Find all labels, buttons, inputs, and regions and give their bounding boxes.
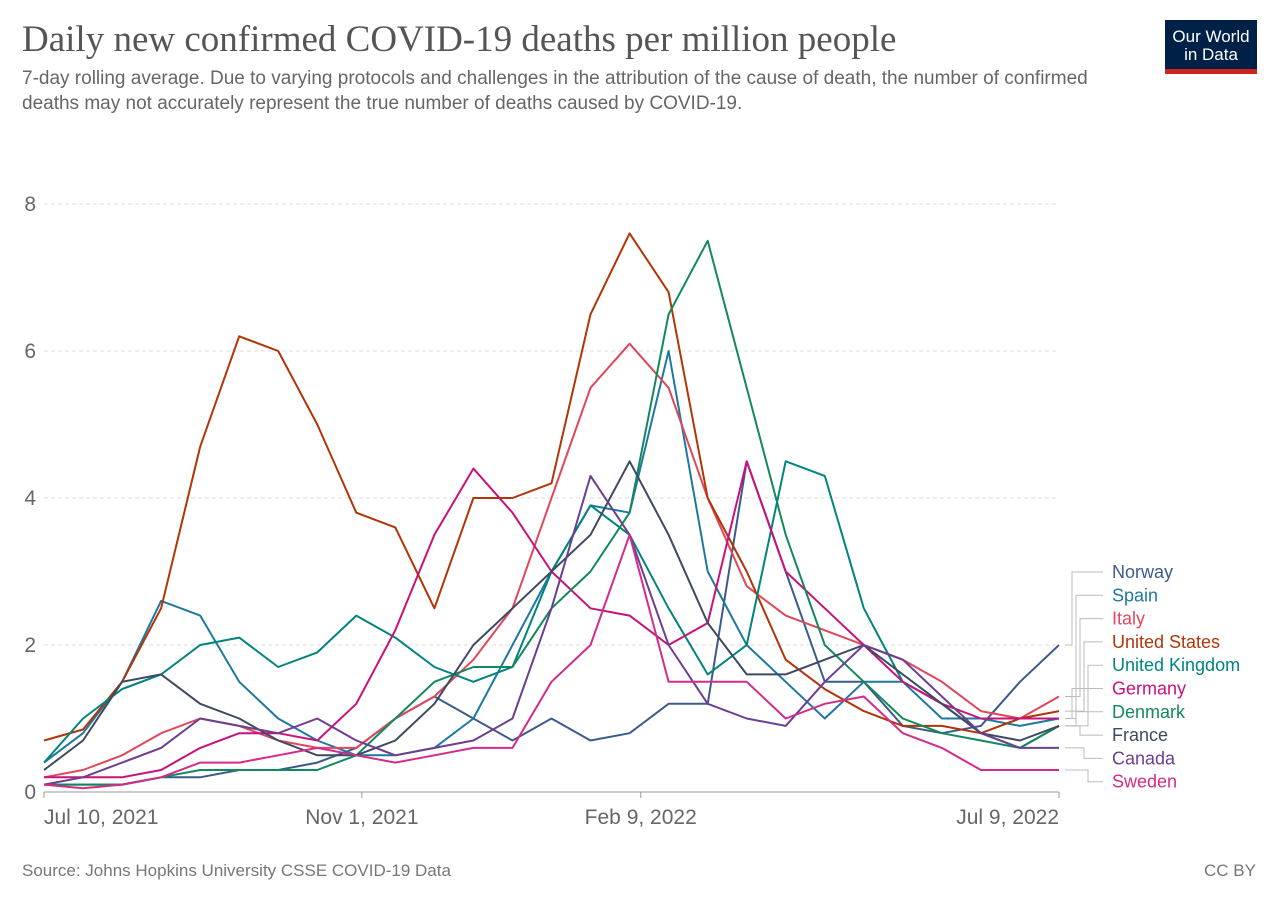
series-line-canada — [43, 474, 1059, 786]
legend-label-germany[interactable]: Germany — [1112, 679, 1186, 699]
license-label[interactable]: CC BY — [1204, 861, 1256, 880]
x-tick-label: Jul 10, 2021 — [44, 806, 158, 829]
legend-connector — [1065, 747, 1103, 759]
legend-label-italy[interactable]: Italy — [1112, 609, 1145, 629]
legend-label-france[interactable]: France — [1112, 725, 1168, 745]
x-tick-label: Feb 9, 2022 — [585, 806, 697, 829]
legend-connector — [1065, 571, 1103, 646]
legend-connector — [1065, 641, 1103, 712]
series-line-denmark — [44, 239, 1060, 786]
legend-label-norway[interactable]: Norway — [1112, 562, 1173, 582]
owid-logo[interactable]: Our World in Data — [1165, 20, 1257, 74]
series-line-france — [43, 460, 1060, 771]
series-line-norway — [44, 460, 1060, 786]
chart-subtitle: 7-day rolling average. Due to varying pr… — [22, 68, 1088, 114]
series-line-united-kingdom — [43, 460, 1060, 764]
legend-connector — [1065, 769, 1103, 783]
legend-label-united-states[interactable]: United States — [1112, 632, 1220, 652]
y-tick-label: 0 — [24, 781, 36, 804]
legend-label-sweden[interactable]: Sweden — [1112, 772, 1177, 792]
legend-connector — [1065, 725, 1103, 736]
legend-label-denmark[interactable]: Denmark — [1112, 702, 1186, 722]
series-line-sweden — [43, 533, 1059, 790]
series-line-italy — [43, 342, 1060, 779]
legend-label-spain[interactable]: Spain — [1112, 585, 1158, 605]
legend-connector — [1065, 688, 1103, 719]
y-tick-label: 2 — [24, 634, 36, 657]
y-tick-label: 6 — [24, 340, 36, 363]
legend-label-canada[interactable]: Canada — [1112, 748, 1176, 768]
x-tick-label: Jul 9, 2022 — [956, 806, 1059, 829]
y-tick-label: 4 — [24, 487, 36, 510]
y-tick-label: 8 — [24, 193, 36, 216]
series-line-germany — [44, 460, 1059, 779]
x-tick-label: Nov 1, 2021 — [305, 806, 418, 829]
source-note[interactable]: Source: Johns Hopkins University CSSE CO… — [22, 861, 451, 880]
legend-label-united-kingdom[interactable]: United Kingdom — [1112, 655, 1240, 675]
chart-title: Daily new confirmed COVID-19 deaths per … — [22, 19, 897, 60]
